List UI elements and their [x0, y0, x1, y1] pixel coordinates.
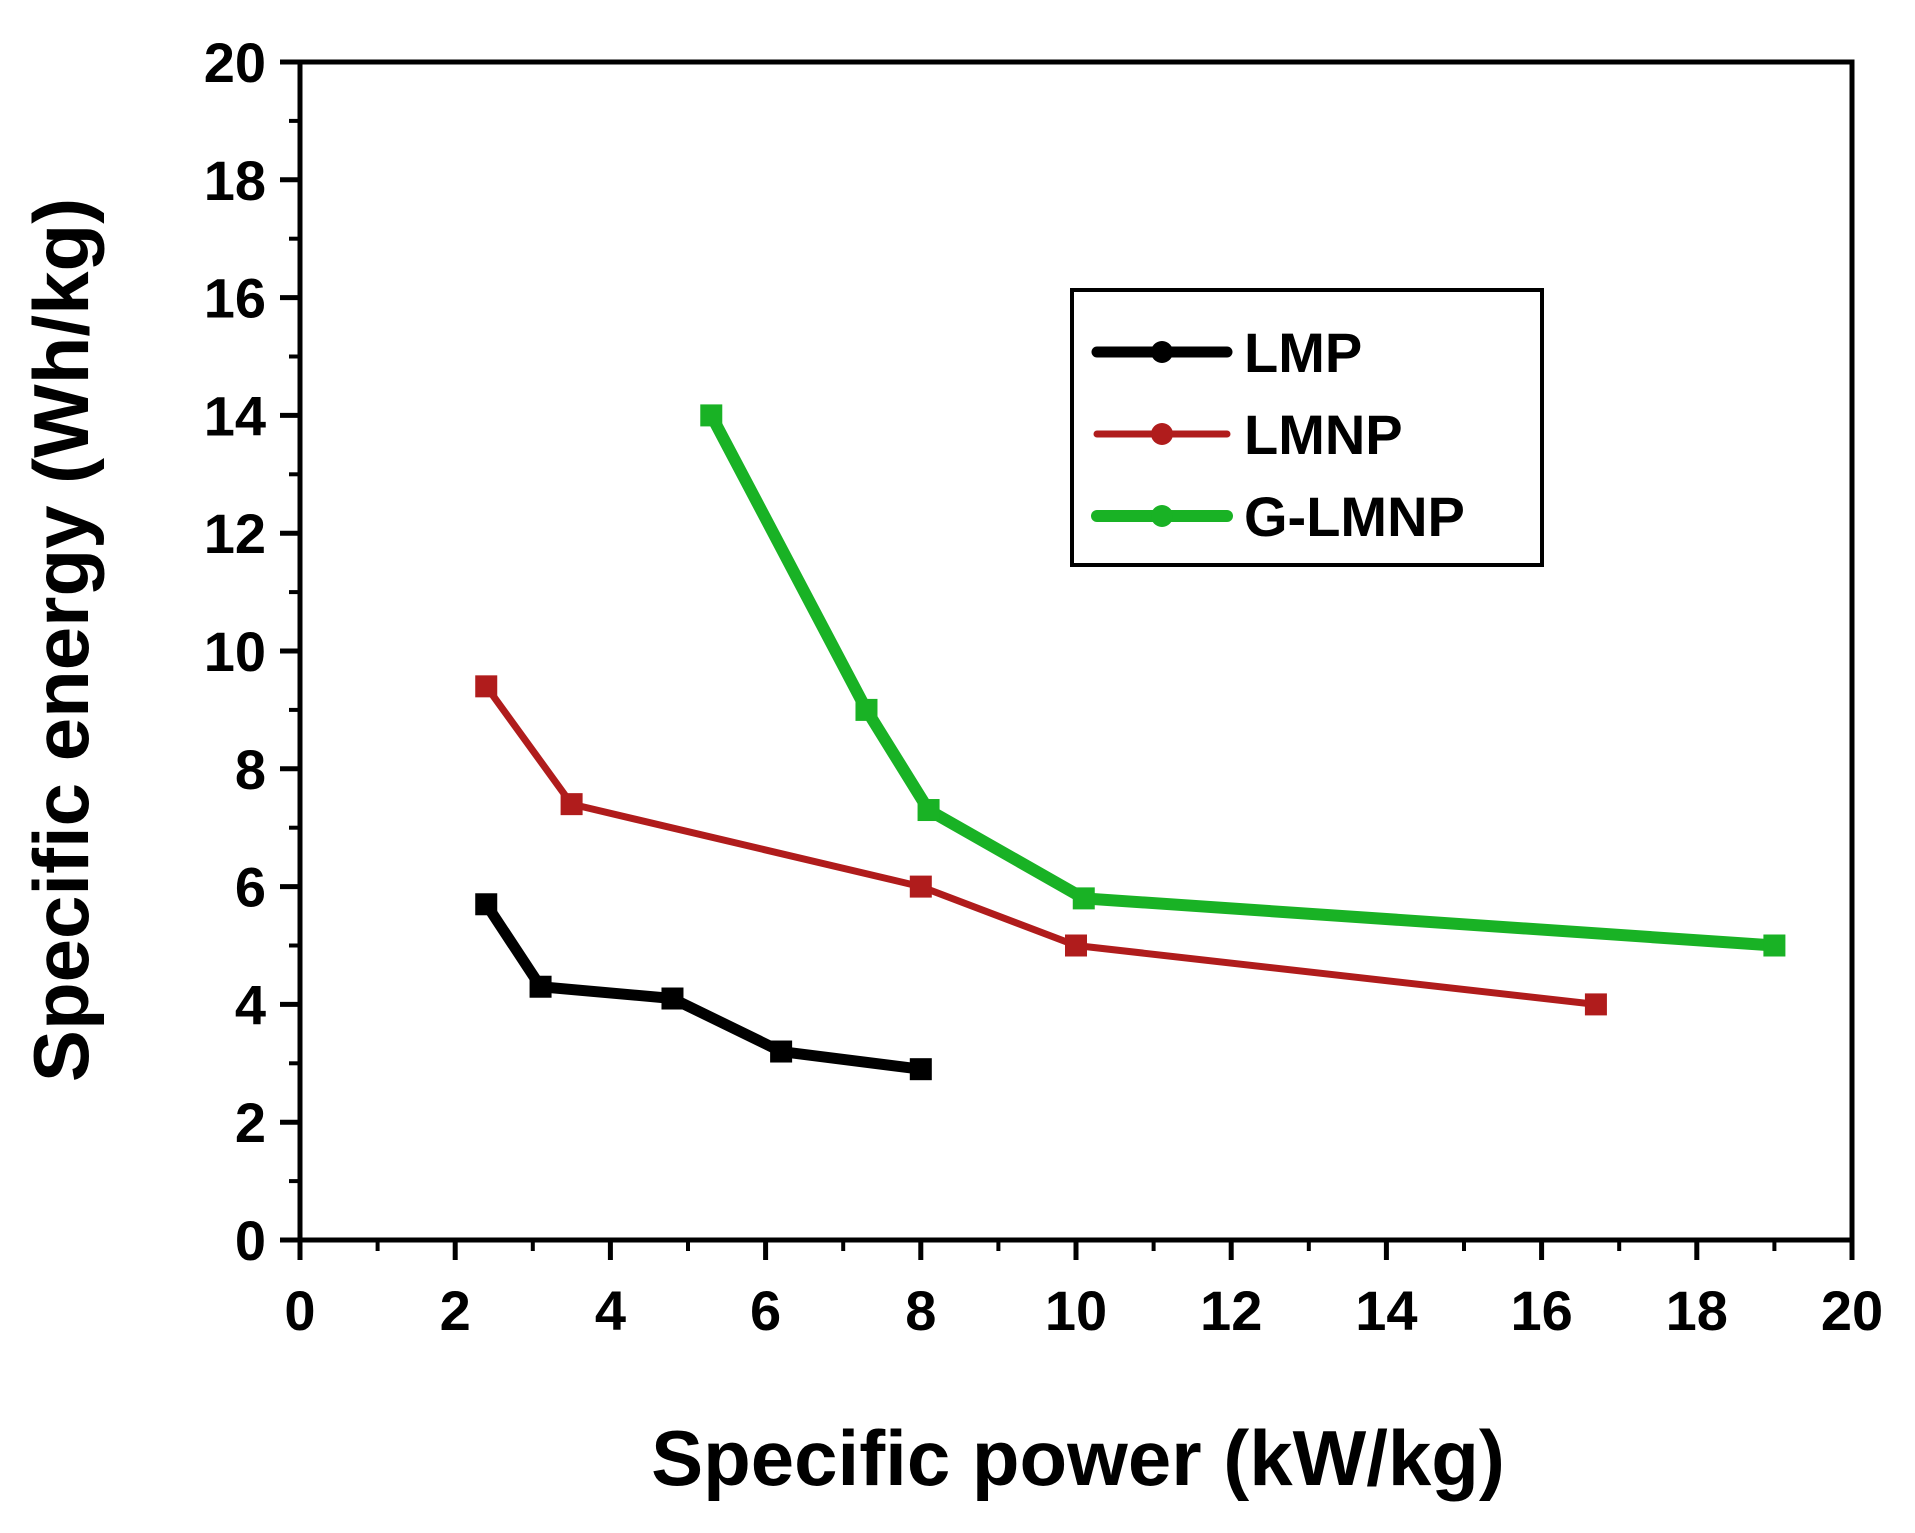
- legend-label-lmp: LMP: [1244, 321, 1362, 384]
- x-tick-label: 2: [440, 1279, 471, 1342]
- x-tick-label: 12: [1200, 1279, 1262, 1342]
- data-point-lmnp: [1584, 993, 1607, 1016]
- plot-frame: [297, 59, 1855, 1243]
- y-tick-label: 2: [235, 1091, 266, 1154]
- data-point-lmp: [475, 893, 498, 916]
- data-point-lmp: [770, 1040, 793, 1063]
- x-tick-label: 4: [595, 1279, 626, 1342]
- legend-label-g-lmnp: G-LMNP: [1244, 485, 1465, 548]
- x-tick-label: 18: [1666, 1279, 1728, 1342]
- data-point-g-lmnp: [1072, 887, 1095, 910]
- y-tick-label: 18: [204, 149, 266, 212]
- data-point-g-lmnp: [855, 698, 878, 721]
- data-point-lmnp: [475, 675, 498, 698]
- x-axis-title: Specific power (kW/kg): [651, 1414, 1505, 1502]
- y-tick-label: 4: [235, 973, 266, 1036]
- axes-layer: 0 2 4 6 8 10 12 14 16 18 20 0 2 4 6 8 10 12 14 16 18 20: [204, 31, 1883, 1342]
- data-point-lmp: [909, 1058, 932, 1081]
- series-g-lmnp: [700, 404, 1786, 957]
- data-point-g-lmnp: [1763, 934, 1786, 957]
- data-point-g-lmnp: [700, 404, 723, 427]
- data-point-lmnp: [1065, 934, 1087, 957]
- legend-marker-g-lmnp: [1151, 505, 1173, 527]
- x-tick-label: 8: [905, 1279, 936, 1342]
- x-tick-label: 20: [1821, 1279, 1883, 1342]
- y-tick-label: 8: [235, 738, 266, 801]
- y-axis-title: Specific energy (Wh/kg): [17, 198, 105, 1082]
- legend-label-lmnp: LMNP: [1244, 403, 1403, 466]
- data-point-lmp: [661, 987, 684, 1010]
- series-line-lmnp: [482, 682, 1600, 1008]
- series-layer: [475, 404, 1786, 1081]
- y-tick-label: 6: [235, 856, 266, 919]
- legend-marker-lmnp: [1151, 423, 1173, 445]
- legend: LMP LMNP G-LMNP: [1070, 288, 1544, 567]
- y-tick-label: 12: [204, 502, 266, 565]
- x-tick-label: 0: [284, 1279, 315, 1342]
- y-tick-label: 14: [204, 384, 266, 447]
- x-tick-label: 6: [750, 1279, 781, 1342]
- data-point-g-lmnp: [917, 799, 940, 822]
- y-tick-label: 0: [235, 1209, 266, 1272]
- x-tick-label: 14: [1355, 1279, 1417, 1342]
- x-tick-label: 10: [1045, 1279, 1107, 1342]
- series-lmnp: [475, 675, 1607, 1016]
- series-lmp: [475, 893, 932, 1081]
- legend-marker-lmp: [1151, 341, 1173, 363]
- x-tick-label: 16: [1510, 1279, 1572, 1342]
- data-point-lmnp: [560, 793, 583, 816]
- y-tick-label: 16: [204, 267, 266, 330]
- y-tick-label: 20: [204, 31, 266, 94]
- y-tick-label: 10: [204, 620, 266, 683]
- data-point-lmnp: [909, 875, 932, 898]
- data-point-lmp: [529, 975, 552, 998]
